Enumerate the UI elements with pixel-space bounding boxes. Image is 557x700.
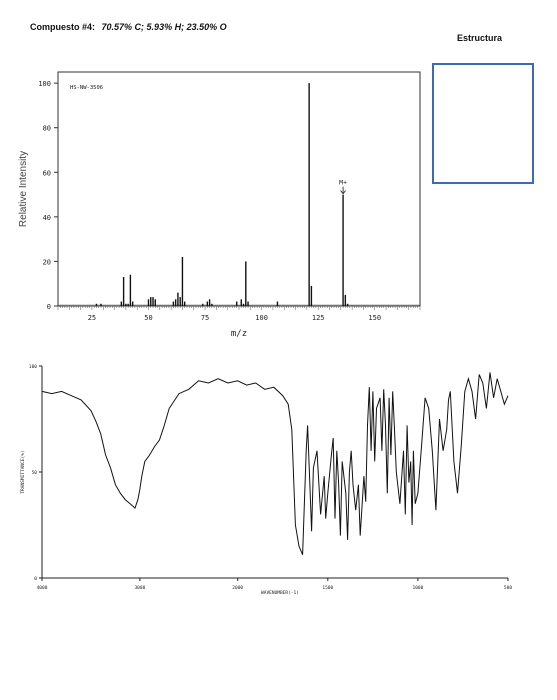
ms-y-tick-label: 60 bbox=[43, 169, 51, 177]
ir-y-axis-label: TRANSMITTANCE(%) bbox=[20, 450, 26, 493]
ms-x-tick-label: 100 bbox=[255, 314, 268, 322]
ms-y-axis-label: Relative Intensity bbox=[18, 151, 29, 227]
ir-x-tick-label: 2000 bbox=[232, 585, 243, 591]
ms-y-tick-label: 40 bbox=[43, 214, 51, 222]
ms-x-axis-label: m/z bbox=[231, 329, 247, 339]
ms-annotation-label: M+ bbox=[339, 179, 347, 187]
ms-y-tick-label: 0 bbox=[47, 303, 51, 311]
ir-y-tick-label: 50 bbox=[32, 470, 38, 476]
ms-y-tick-label: 80 bbox=[43, 125, 51, 133]
ms-x-tick-label: 75 bbox=[201, 314, 209, 322]
ir-x-tick-label: 500 bbox=[504, 585, 512, 591]
ir-spectrum-line bbox=[41, 372, 509, 555]
ir-x-tick-label: 3000 bbox=[134, 585, 145, 591]
structure-label: Estructura bbox=[457, 33, 503, 43]
compound-label: Compuesto #4: bbox=[30, 22, 96, 32]
ms-y-tick-label: 100 bbox=[38, 80, 51, 88]
ms-x-tick-label: 150 bbox=[368, 314, 381, 322]
ir-y-tick-label: 0 bbox=[34, 576, 37, 582]
ms-x-tick-label: 50 bbox=[144, 314, 152, 322]
ir-x-axis-label: WAVENUMBER(-1) bbox=[261, 590, 299, 596]
compound-formula: 70.57% C; 5.93% H; 23.50% O bbox=[101, 22, 227, 32]
ir-x-tick-label: 1000 bbox=[412, 585, 423, 591]
ms-x-tick-label: 25 bbox=[88, 314, 96, 322]
ms-x-tick-label: 125 bbox=[312, 314, 325, 322]
ir-x-tick-label: 1500 bbox=[322, 585, 333, 591]
ms-code-label: HS-NW-3506 bbox=[70, 85, 103, 91]
ms-y-tick-label: 20 bbox=[43, 258, 51, 266]
ir-y-tick-label: 100 bbox=[29, 364, 37, 370]
structure-drawing-box[interactable] bbox=[432, 63, 534, 184]
ms-annotation-arrowhead bbox=[340, 190, 346, 195]
compound-title: Compuesto #4: 70.57% C; 5.93% H; 23.50% … bbox=[30, 22, 227, 32]
ir-x-tick-label: 4000 bbox=[37, 585, 48, 591]
